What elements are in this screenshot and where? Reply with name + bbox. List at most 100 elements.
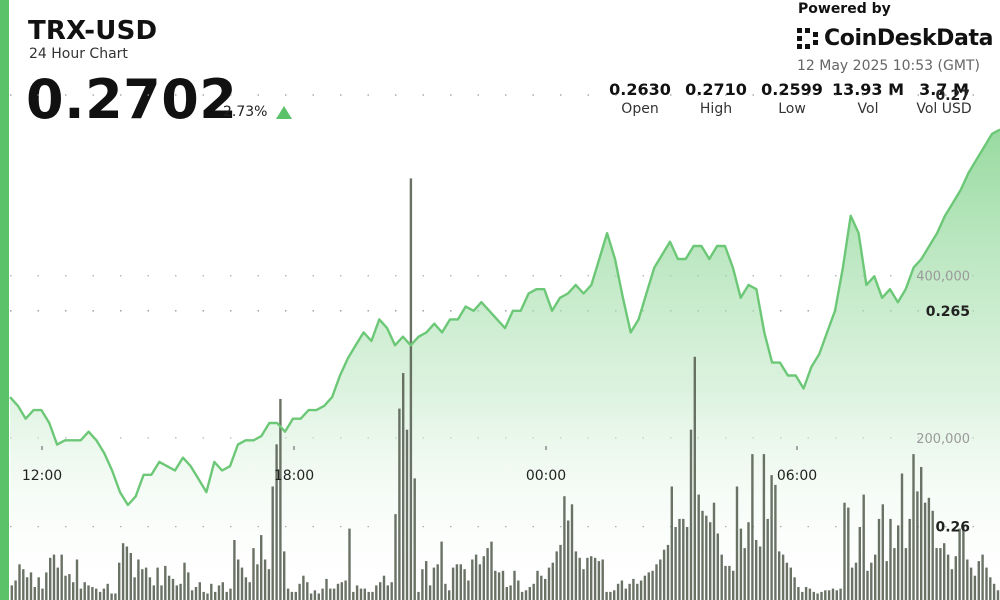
volume-bar (148, 577, 152, 600)
x-axis-label: 06:00 (777, 468, 817, 484)
volume-bar (144, 567, 148, 600)
timestamp: 12 May 2025 10:53 (GMT) (797, 58, 980, 74)
volume-bar (436, 564, 439, 600)
volume-bar (536, 570, 539, 600)
volume-bar (49, 557, 52, 600)
volume-bar (755, 540, 758, 600)
volume-bar (505, 587, 508, 600)
volume-bar (294, 591, 297, 600)
volume-bar (141, 569, 144, 600)
volume-bar (18, 564, 21, 600)
stat-high: 0.2710 High (676, 80, 756, 117)
volume-bar (83, 582, 86, 600)
volume-bar (778, 551, 781, 600)
volume-bar (317, 593, 320, 600)
volume-bar (835, 590, 838, 600)
volume-bar (87, 585, 90, 600)
left-accent-bar (0, 0, 9, 600)
volume-bar (624, 588, 627, 600)
volume-bar (816, 593, 819, 600)
coindesk-logo-icon (797, 27, 818, 49)
volume-bar (597, 561, 601, 600)
volume-bar (774, 484, 777, 600)
volume-bar (590, 556, 593, 600)
volume-bar (801, 591, 804, 600)
volume-bar (118, 562, 121, 600)
volume-bar (793, 577, 796, 600)
stat-value: 3.7 M (919, 80, 969, 99)
volume-bar (60, 554, 63, 600)
volume-bar (275, 444, 278, 600)
volume-bar (743, 548, 746, 600)
stat-value: 13.93 M (831, 80, 905, 99)
volume-bar (574, 551, 578, 600)
volume-bar (939, 548, 942, 600)
volume-bar (279, 398, 282, 600)
volume-bar (513, 570, 516, 600)
volume-bar (920, 467, 923, 600)
volume-bar (398, 408, 401, 600)
volume-bar (432, 567, 436, 600)
volume-bar (578, 557, 581, 600)
price-axis-label: 0.27 (935, 88, 970, 104)
volume-bar (451, 567, 455, 600)
volume-bar (152, 585, 155, 600)
current-price: 0.2702 (26, 68, 238, 131)
volume-bar (340, 582, 343, 600)
volume-bar (260, 535, 263, 600)
volume-bar (286, 588, 290, 600)
volume-bar (716, 533, 719, 600)
volume-bar (402, 373, 405, 600)
powered-by-label: Powered by (798, 1, 891, 17)
price-change-percent: 2.73% (223, 104, 268, 120)
volume-bar (221, 582, 224, 600)
volume-bar (229, 588, 232, 600)
volume-bar (210, 583, 213, 600)
volume-bar (762, 454, 766, 600)
volume-bar (428, 585, 432, 600)
volume-bar (636, 583, 639, 600)
volume-bar (283, 551, 286, 600)
volume-bar (728, 565, 731, 600)
brand-name: CoinDeskData (824, 26, 994, 51)
volume-bar (332, 588, 336, 600)
volume-bar (352, 591, 355, 600)
volume-bar (463, 569, 466, 600)
volume-bar (992, 583, 996, 600)
volume-bar (962, 525, 965, 600)
volume-bar (659, 559, 662, 600)
volume-bar (797, 587, 800, 600)
volume-bar (785, 562, 789, 600)
volume-bar (586, 557, 589, 600)
volume-bar (524, 590, 528, 600)
stats-panel: 0.2630 Open 0.2710 High 0.2599 Low 13.93… (600, 80, 980, 124)
volume-bar (804, 587, 808, 600)
volume-bar (233, 540, 236, 600)
volume-bar (490, 541, 493, 600)
volume-bar (91, 587, 94, 600)
volume-bar (885, 561, 888, 600)
brand-logo[interactable]: CoinDeskData (797, 26, 993, 51)
volume-bar (509, 585, 512, 600)
volume-bar (900, 473, 904, 600)
volume-bar (375, 585, 378, 600)
volume-bar (724, 565, 727, 600)
price-line-layer (9, 128, 1000, 507)
volume-bar (478, 564, 482, 600)
volume-bar (344, 580, 347, 600)
volume-bar (977, 561, 980, 600)
volume-bar (271, 486, 274, 600)
volume-bar (129, 553, 132, 600)
volume-bar (68, 574, 71, 600)
volume-bar (678, 518, 681, 600)
volume-bar (897, 525, 900, 600)
volume-bar (820, 591, 823, 600)
volume-bar (689, 429, 693, 600)
volume-bar (709, 522, 712, 600)
stat-open: 0.2630 Open (600, 80, 680, 117)
volume-bar (969, 567, 973, 600)
volume-bar (156, 567, 159, 600)
volume-bar (943, 543, 946, 600)
volume-bar (102, 588, 106, 600)
